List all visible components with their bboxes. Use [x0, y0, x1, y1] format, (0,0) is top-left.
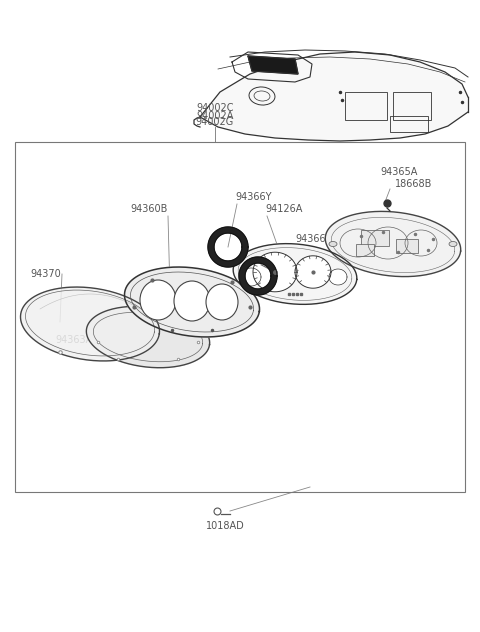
- Ellipse shape: [174, 281, 210, 321]
- Text: 94366Y: 94366Y: [235, 192, 272, 202]
- Text: 94370: 94370: [30, 269, 61, 279]
- Bar: [15, 142, 465, 492]
- Polygon shape: [325, 211, 461, 277]
- Text: 94365A: 94365A: [380, 167, 418, 177]
- Bar: [361, 230, 389, 246]
- Polygon shape: [124, 267, 260, 337]
- Text: 94366Y: 94366Y: [295, 234, 332, 244]
- Polygon shape: [21, 287, 159, 361]
- Polygon shape: [329, 269, 347, 285]
- Polygon shape: [239, 257, 277, 295]
- Bar: [345, 92, 387, 120]
- Polygon shape: [200, 52, 468, 141]
- Ellipse shape: [206, 284, 238, 320]
- Ellipse shape: [329, 241, 337, 246]
- Polygon shape: [208, 227, 248, 267]
- Bar: [396, 239, 418, 253]
- Text: 94126A: 94126A: [265, 204, 302, 214]
- Text: 94363A: 94363A: [55, 335, 92, 345]
- Polygon shape: [253, 252, 297, 292]
- Polygon shape: [86, 307, 210, 368]
- Bar: [393, 92, 431, 120]
- Bar: [390, 116, 428, 132]
- Polygon shape: [241, 268, 261, 286]
- Ellipse shape: [140, 280, 176, 320]
- Text: 94360B: 94360B: [130, 204, 168, 214]
- Text: 94002G: 94002G: [196, 117, 234, 127]
- Polygon shape: [248, 56, 298, 74]
- Text: 94002C: 94002C: [196, 103, 234, 113]
- Polygon shape: [233, 243, 357, 305]
- Text: 1018AD: 1018AD: [205, 521, 244, 531]
- Text: 94002A: 94002A: [196, 111, 234, 121]
- Polygon shape: [295, 256, 331, 288]
- Text: 18668B: 18668B: [395, 179, 432, 189]
- Bar: [356, 244, 374, 256]
- Ellipse shape: [449, 241, 457, 246]
